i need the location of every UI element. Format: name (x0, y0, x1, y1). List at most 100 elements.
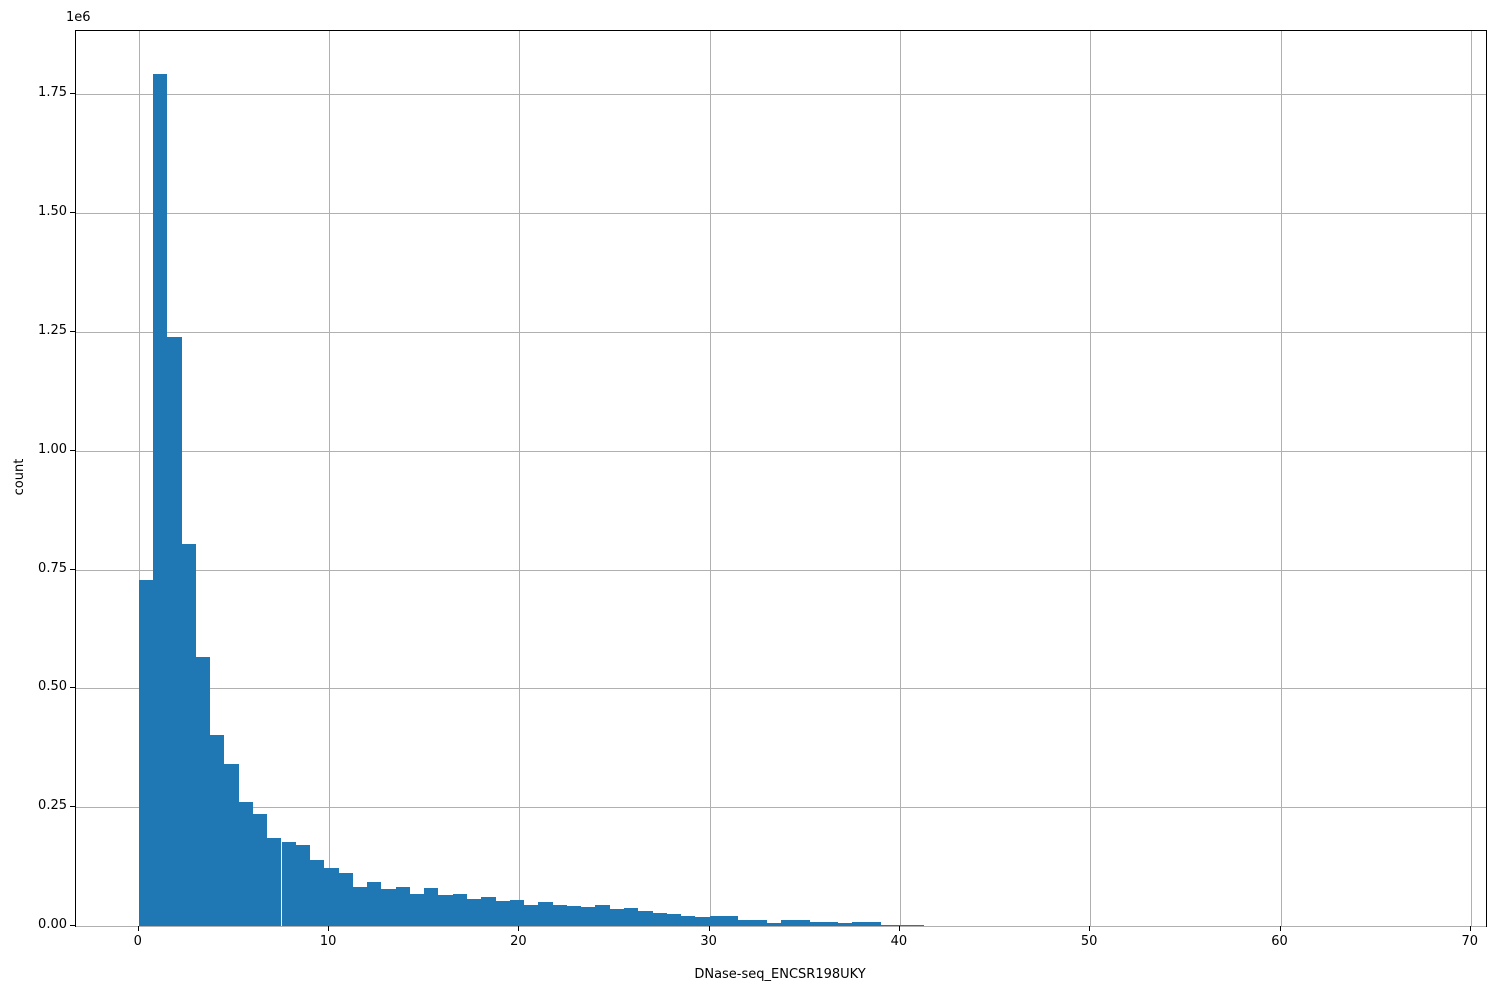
histogram-bar (495, 900, 510, 926)
histogram-bar (424, 887, 439, 926)
plot-area (75, 30, 1487, 927)
histogram-bar (238, 802, 253, 926)
x-tick-mark (328, 926, 330, 931)
histogram-bar (509, 899, 525, 926)
y-tick-mark (70, 687, 75, 689)
histogram-bar (909, 925, 924, 926)
y-tick-label: 0.00 (38, 917, 67, 932)
histogram-bar (738, 920, 753, 926)
y-tick-label: 1.75 (38, 85, 67, 101)
y-gridline (76, 688, 1486, 690)
x-gridline (519, 31, 521, 926)
histogram-bar (367, 882, 382, 926)
y-gridline (76, 331, 1486, 333)
histogram-bar (552, 904, 567, 926)
histogram-bar (681, 915, 696, 926)
x-gridline (709, 31, 711, 926)
histogram-bar (723, 916, 739, 926)
histogram-bar (295, 845, 311, 926)
y-gridline (76, 569, 1486, 571)
x-tick-label: 40 (890, 934, 908, 949)
histogram-bar (752, 920, 767, 926)
y-tick-label: 1.00 (38, 441, 67, 457)
histogram-bar (795, 920, 810, 926)
histogram-bar (467, 898, 482, 926)
histogram-bar (481, 897, 496, 926)
x-tick-mark (1469, 926, 1471, 931)
histogram-bar (138, 579, 154, 926)
histogram-bar (838, 923, 853, 926)
histogram-bar (566, 905, 582, 926)
x-tick-mark (1089, 926, 1091, 931)
histogram-bar (252, 814, 268, 926)
histogram-bar (324, 867, 339, 926)
histogram-bar (352, 887, 368, 926)
histogram-bar (310, 860, 325, 926)
x-gridline (899, 31, 901, 926)
x-tick-mark (898, 926, 900, 931)
histogram-bar (766, 922, 781, 926)
histogram-bar (595, 905, 610, 926)
histogram-bar (438, 895, 453, 926)
histogram-bar (524, 905, 539, 926)
histogram-bar (153, 74, 168, 926)
histogram-bar (281, 841, 296, 926)
y-tick-mark (70, 93, 75, 95)
x-gridline (1090, 31, 1092, 926)
histogram-bar (809, 921, 824, 926)
y-tick-mark (70, 568, 75, 570)
histogram-bar (695, 916, 710, 926)
x-tick-label: 60 (1271, 934, 1288, 949)
x-tick-mark (518, 926, 520, 931)
y-tick-label: 1.50 (38, 204, 67, 219)
histogram-bar (581, 906, 596, 926)
histogram-bar (381, 888, 396, 926)
y-tick-mark (70, 330, 75, 332)
x-tick-label: 10 (319, 934, 337, 949)
y-axis-offset-text: 1e6 (66, 10, 91, 25)
y-gridline (76, 926, 1486, 927)
histogram-bar (624, 908, 639, 926)
histogram-bar (224, 763, 239, 926)
histogram-bar (852, 921, 867, 926)
histogram-bar (538, 902, 553, 926)
x-tick-label: 50 (1080, 934, 1098, 949)
grid-layer (76, 31, 1486, 927)
y-gridline (76, 213, 1486, 214)
x-tick-label: 20 (510, 934, 527, 949)
x-gridline (1280, 31, 1282, 926)
histogram-bar (638, 910, 653, 926)
histogram-bar (895, 924, 910, 926)
histogram-bar (267, 837, 282, 926)
histogram-bar (409, 893, 425, 926)
histogram-bar (452, 893, 468, 926)
x-tick-label: 0 (133, 934, 142, 949)
histogram-bar (395, 887, 410, 926)
x-axis-label: DNase-seq_ENCSR198UKY (694, 967, 866, 982)
y-tick-label: 0.25 (38, 798, 67, 814)
histogram-bar (210, 735, 225, 926)
histogram-bar (609, 909, 624, 926)
y-gridline (76, 450, 1486, 452)
y-axis-label: count (12, 458, 27, 496)
x-gridline (1470, 31, 1472, 926)
x-tick-mark (137, 926, 139, 931)
y-tick-mark (70, 806, 75, 808)
y-tick-label: 0.50 (38, 679, 67, 695)
histogram-bar (181, 544, 196, 926)
y-tick-mark (70, 925, 75, 926)
y-tick-mark (70, 212, 75, 213)
histogram-bar (781, 920, 796, 926)
x-tick-label: 70 (1461, 934, 1479, 949)
histogram-bar (866, 922, 881, 926)
bars-layer (76, 31, 1486, 926)
x-tick-label: 30 (700, 934, 717, 949)
y-tick-mark (70, 449, 75, 451)
histogram-bar (195, 656, 211, 926)
histogram-bar (167, 337, 182, 926)
histogram-bar (338, 872, 353, 926)
y-gridline (76, 807, 1486, 809)
y-gridline (76, 94, 1486, 96)
x-gridline (138, 31, 140, 926)
